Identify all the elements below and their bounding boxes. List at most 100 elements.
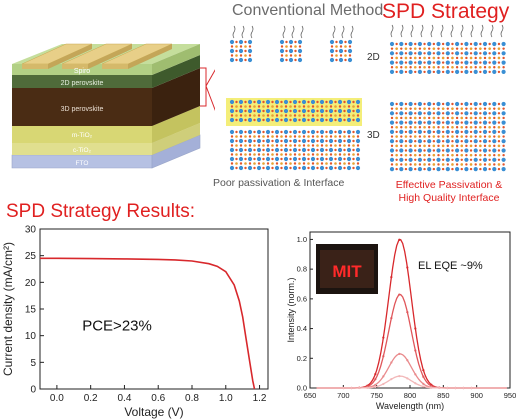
lattice-atom (389, 101, 395, 107)
lattice-atom (329, 57, 335, 63)
lattice-anion (244, 148, 247, 152)
lattice-anion (428, 163, 431, 166)
lattice-anion (347, 153, 351, 156)
layer-label-fto: FTO (76, 160, 89, 167)
lattice-anion (284, 144, 288, 147)
lattice-anion (423, 158, 426, 161)
lattice-cation (432, 47, 436, 50)
lattice-atom (464, 111, 469, 116)
lattice-atom (283, 156, 289, 162)
lattice-anion (400, 56, 403, 60)
lattice-anion (289, 157, 292, 161)
lattice-cation (469, 144, 473, 148)
lattice-cation (479, 107, 482, 110)
lattice-anion (266, 162, 270, 165)
y-tick-label: 15 (25, 305, 37, 316)
lattice-anion (284, 153, 288, 156)
lattice-cation (404, 144, 408, 148)
lattice-atom (355, 99, 361, 105)
lattice-cation (413, 144, 417, 148)
lattice-anion (469, 52, 473, 55)
lattice-anion (344, 49, 347, 53)
lattice-atom (445, 60, 450, 65)
lattice-cation (423, 144, 426, 148)
lattice-anion (465, 56, 468, 60)
lattice-anion (320, 114, 324, 117)
lattice-cation (404, 163, 408, 166)
lattice-atom (427, 41, 432, 47)
lattice-atom (337, 165, 343, 171)
lattice-anion (334, 157, 337, 161)
lattice-anion (446, 144, 449, 148)
lattice-anion (275, 144, 279, 147)
lattice-atom (265, 147, 271, 153)
lattice-atom (399, 120, 404, 125)
lattice-anion (257, 144, 261, 147)
lattice-anion (493, 163, 496, 166)
layer-label-3d: 3D perovskite (61, 106, 104, 113)
lattice-atom (436, 111, 441, 116)
lattice-cation (395, 144, 398, 148)
lattice-anion (488, 158, 491, 161)
lattice-anion (239, 135, 243, 138)
lattice-anion (409, 47, 412, 50)
spd-3d-lattice (389, 101, 506, 172)
lattice-cation (316, 105, 319, 108)
lattice-atom (501, 148, 506, 153)
lattice-anion (253, 139, 256, 143)
lattice-atom (229, 48, 235, 54)
lattice-anion (289, 45, 293, 48)
el-data-point (390, 361, 393, 364)
layer-label-2d: 2D perovskite (61, 80, 104, 87)
lattice-cation (235, 162, 238, 165)
lattice-atom (501, 129, 506, 134)
lattice-cation (316, 153, 319, 156)
lattice-cation (488, 107, 491, 110)
lattice-cation (262, 144, 265, 147)
lattice-anion (404, 149, 408, 152)
lattice-anion (262, 130, 265, 134)
lattice-cation (352, 153, 355, 156)
lattice-atom (492, 157, 497, 162)
lattice-anion (446, 47, 449, 50)
lattice-atom (408, 157, 413, 162)
lattice-anion (497, 158, 501, 161)
lattice-anion (488, 140, 491, 143)
lattice-anion (418, 135, 422, 138)
lattice-anion (460, 158, 463, 161)
lattice-anion (329, 135, 333, 138)
lattice-anion (483, 56, 487, 60)
lattice-atom (274, 117, 280, 123)
y-tick-label: 0.2 (297, 354, 307, 363)
lattice-anion (497, 52, 501, 55)
lattice-atom (389, 157, 395, 162)
lattice-anion (302, 153, 306, 156)
lattice-cation (262, 105, 265, 108)
lattice-cation (432, 163, 436, 166)
lattice-atom (328, 156, 334, 162)
lattice-anion (465, 116, 468, 120)
lattice-anion (298, 118, 301, 122)
lattice-anion (460, 121, 463, 124)
el-data-point (430, 386, 433, 389)
lattice-atom (297, 48, 303, 54)
lattice-atom (247, 99, 253, 105)
lattice-anion (338, 114, 342, 117)
lattice-anion (446, 163, 449, 166)
lattice-anion (469, 130, 473, 134)
ligand-chain (390, 24, 394, 38)
lattice-anion (488, 121, 491, 124)
lattice-anion (335, 58, 338, 62)
lattice-atom (274, 108, 280, 114)
ligand-chain (500, 24, 504, 38)
lattice-cation (423, 153, 426, 157)
lattice-cation (395, 47, 398, 50)
lattice-anion (266, 114, 270, 117)
lattice-anion (307, 130, 310, 134)
lattice-atom (473, 157, 478, 162)
lattice-atom (464, 157, 469, 162)
lattice-anion (390, 153, 394, 157)
lattice-atom (408, 41, 413, 47)
lattice-atom (417, 60, 422, 65)
lattice-anion (271, 109, 274, 113)
